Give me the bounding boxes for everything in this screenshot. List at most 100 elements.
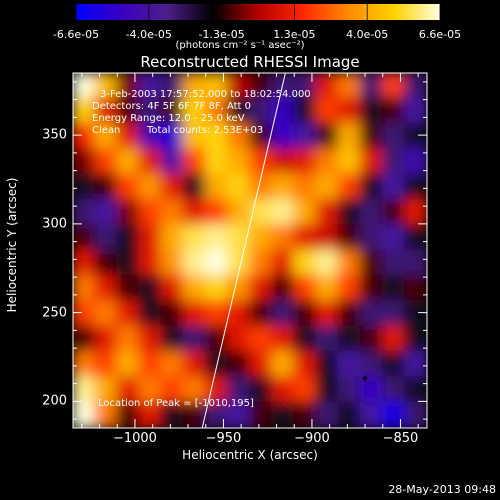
heatmap-cell — [337, 73, 362, 100]
heatmap-cell — [315, 73, 340, 100]
heatmap-cell — [226, 300, 251, 328]
heatmap-cell — [204, 97, 229, 125]
heatmap-cell — [293, 325, 318, 353]
heatmap-cell — [403, 173, 427, 201]
heatmap-cell — [226, 148, 251, 176]
heatmap-cell — [160, 325, 185, 353]
heatmap-cell — [359, 325, 384, 353]
heatmap-cell — [94, 401, 119, 428]
heatmap-cell — [73, 73, 97, 100]
heatmap-cell — [160, 401, 185, 428]
heatmap-cell — [204, 401, 229, 428]
heatmap-cell — [249, 376, 274, 404]
heatmap-cell — [138, 97, 163, 125]
heatmap-cell — [182, 224, 207, 252]
heatmap-cell — [271, 325, 296, 353]
heatmap-cell — [204, 249, 229, 277]
heatmap-cell — [204, 198, 229, 227]
heatmap-cell — [381, 148, 406, 176]
x-tick-label: −900 — [294, 431, 330, 446]
heatmap-cell — [381, 376, 406, 404]
heatmap-cell — [293, 376, 318, 404]
heatmap-cell — [315, 325, 340, 353]
colorbar-tick-label: -4.0e-05 — [125, 28, 172, 41]
heatmap-cell — [138, 376, 163, 404]
colorbar-ticks — [76, 4, 440, 20]
heatmap-cell — [359, 122, 384, 151]
x-tick-label: −850 — [382, 431, 419, 446]
energy-range-text: Energy Range: 12.0 - 25.0 keV — [92, 113, 245, 124]
heatmap-cell — [204, 173, 229, 201]
heatmap-cell — [403, 224, 427, 252]
heatmap-cell — [359, 148, 384, 176]
heatmap-cell — [337, 198, 362, 227]
heatmap-cell — [271, 274, 296, 303]
heatmap-cell — [403, 97, 427, 125]
heatmap-cell — [204, 148, 229, 176]
peak-marker — [363, 376, 368, 381]
colorbar-tick-label: 6.6e-05 — [418, 28, 462, 41]
heatmap-cell — [381, 249, 406, 277]
axis-ticks — [73, 73, 427, 428]
heatmap-cell — [226, 224, 251, 252]
heatmap-cell — [293, 198, 318, 227]
heatmap-cell — [359, 97, 384, 125]
heatmap-cell — [315, 97, 340, 125]
heatmap-cell — [182, 97, 207, 125]
heatmap-cell — [116, 224, 141, 252]
heatmap-cell — [94, 122, 119, 151]
heatmap-cell — [73, 350, 97, 379]
heatmap-cell — [94, 325, 119, 353]
heatmap-cell — [381, 122, 406, 151]
heatmap-cell — [226, 325, 251, 353]
heatmap-cell — [116, 300, 141, 328]
y-tick-label: 300 — [42, 216, 67, 232]
heatmap-cell — [160, 350, 185, 379]
heatmap-cell — [403, 325, 427, 353]
heatmap-cell — [293, 300, 318, 328]
plot-frame — [72, 72, 428, 429]
heatmap-cell — [138, 350, 163, 379]
heatmap-cell — [315, 198, 340, 227]
heatmap-cell — [73, 249, 97, 277]
heatmap-cell — [337, 350, 362, 379]
heatmap-cell — [337, 249, 362, 277]
heatmap-cell — [160, 376, 185, 404]
heatmap-cell — [271, 122, 296, 151]
heatmap-cell — [249, 97, 274, 125]
heatmap-cell — [204, 122, 229, 151]
heatmap-cell — [249, 300, 274, 328]
heatmap-cell — [204, 73, 229, 100]
heatmap-cell — [73, 148, 97, 176]
heatmap-cell — [249, 350, 274, 379]
heatmap-cell — [293, 224, 318, 252]
heatmap-cell — [94, 173, 119, 201]
heatmap-cell — [73, 401, 97, 428]
heatmap-cell — [182, 73, 207, 100]
heatmap-cell — [160, 73, 185, 100]
heatmap-cell — [359, 73, 384, 100]
heatmap-cell — [138, 300, 163, 328]
heatmap-cell — [271, 401, 296, 428]
heatmap-cell — [94, 376, 119, 404]
heatmap-cell — [293, 173, 318, 201]
heatmap-cell — [315, 224, 340, 252]
heatmap-cell — [381, 350, 406, 379]
heatmap-cell — [73, 300, 97, 328]
heatmap-cell — [293, 249, 318, 277]
heatmap-cell — [315, 401, 340, 428]
heatmap-cell — [271, 97, 296, 125]
heatmap-cell — [226, 350, 251, 379]
heatmap-cell — [116, 376, 141, 404]
heatmap-cell — [138, 224, 163, 252]
colorbar — [76, 4, 440, 20]
heatmap-cell — [182, 325, 207, 353]
colorbar-unit-label: (photons cm⁻² s⁻¹ asec⁻²) — [175, 40, 305, 51]
heatmap-cell — [138, 274, 163, 303]
heatmap-cell — [226, 198, 251, 227]
heatmap-cell — [271, 224, 296, 252]
heatmap-cell — [73, 274, 97, 303]
heatmap-cell — [293, 122, 318, 151]
heatmap-cell — [226, 376, 251, 404]
heatmap-cell — [116, 274, 141, 303]
